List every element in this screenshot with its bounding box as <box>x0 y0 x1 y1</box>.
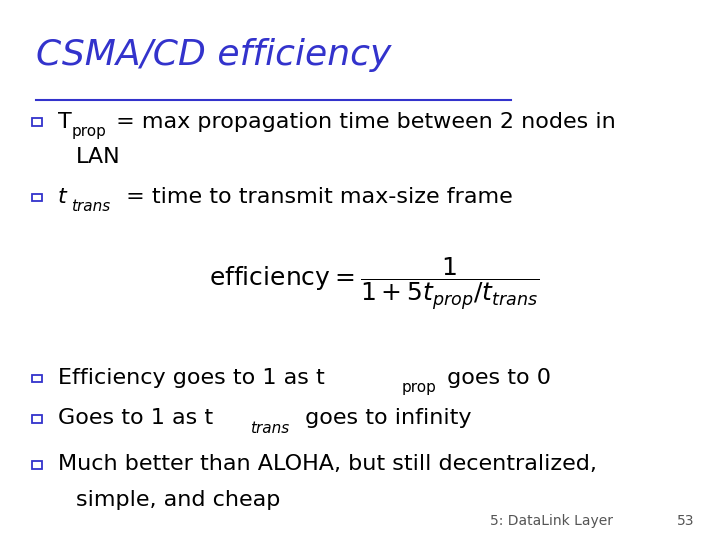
Text: prop: prop <box>402 380 437 395</box>
Text: goes to infinity: goes to infinity <box>298 408 472 429</box>
Text: Much better than ALOHA, but still decentralized,: Much better than ALOHA, but still decent… <box>58 454 596 475</box>
Text: = max propagation time between 2 nodes in: = max propagation time between 2 nodes i… <box>109 111 616 132</box>
Text: T: T <box>58 111 71 132</box>
Text: CSMA/CD efficiency: CSMA/CD efficiency <box>36 38 392 72</box>
FancyBboxPatch shape <box>32 415 42 423</box>
Text: goes to 0: goes to 0 <box>440 368 551 388</box>
Text: t: t <box>58 187 66 207</box>
Text: 53: 53 <box>677 514 694 528</box>
FancyBboxPatch shape <box>32 194 42 201</box>
FancyBboxPatch shape <box>32 375 42 382</box>
Text: prop: prop <box>71 124 107 139</box>
Text: $\mathrm{efficiency} = \dfrac{1}{1+5t_{prop} / t_{trans}}$: $\mathrm{efficiency} = \dfrac{1}{1+5t_{p… <box>210 255 539 312</box>
Text: Goes to 1 as t: Goes to 1 as t <box>58 408 212 429</box>
FancyBboxPatch shape <box>32 118 42 126</box>
Text: 5: DataLink Layer: 5: DataLink Layer <box>490 514 613 528</box>
FancyBboxPatch shape <box>32 461 42 469</box>
Text: LAN: LAN <box>76 146 120 167</box>
Text: Efficiency goes to 1 as t: Efficiency goes to 1 as t <box>58 368 324 388</box>
Text: simple, and cheap: simple, and cheap <box>76 489 280 510</box>
Text: trans: trans <box>71 199 111 214</box>
Text: = time to transmit max-size frame: = time to transmit max-size frame <box>119 187 513 207</box>
Text: trans: trans <box>251 421 289 436</box>
